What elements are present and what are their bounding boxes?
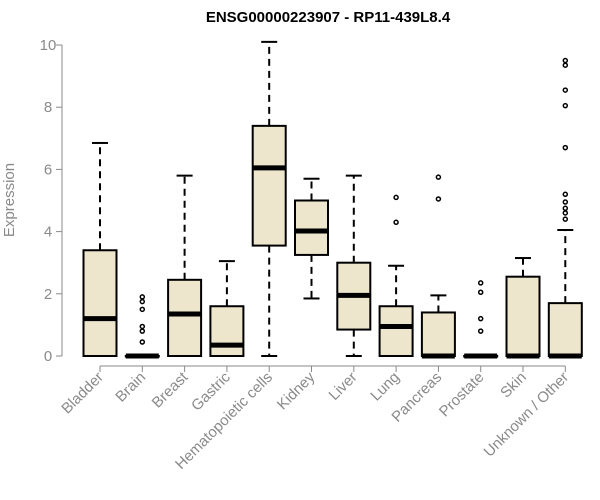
y-tick-label: 0 [44,348,52,365]
outlier-point [139,339,146,345]
outlier-point [393,219,399,226]
outlier-point [477,280,484,286]
outlier-point [139,294,146,300]
iqr-box [167,278,203,357]
x-tick-label: Liver [326,369,361,404]
iqr-box [294,199,329,256]
iqr-box [251,124,287,247]
outlier-point [562,57,569,64]
x-tick-label: Bladder [58,369,107,418]
box-bladder [82,141,118,357]
outlier-point [562,199,569,205]
outlier-point [139,306,146,313]
box-prostate [463,280,499,359]
x-tick-label: Brain [112,369,149,406]
outlier-point [139,298,146,305]
outlier-point [562,102,569,109]
chart-title: ENSG00000223907 - RP11-439L8.4 [206,9,451,26]
box-breast [167,174,203,357]
outlier-point [562,205,569,212]
y-tick-label: 10 [40,37,57,54]
iqr-box [547,302,583,358]
outlier-point [139,323,146,330]
x-tick-label: Skin [497,369,530,402]
y-axis: 0 2 4 6 8 10 [40,37,63,365]
box-lung [378,194,414,357]
outlier-point [562,210,569,216]
outlier-point [562,62,569,68]
outlier-point [562,191,569,198]
outlier-point [139,328,146,334]
y-tick-label: 6 [44,161,52,178]
outlier-point [477,315,484,322]
box-skin [505,257,541,359]
y-tick-label: 4 [44,224,52,241]
y-axis-label: Expression [1,163,18,237]
iqr-box [209,305,245,357]
outlier-point [393,194,399,201]
x-tick-label: Lung [367,369,403,405]
outlier-point [435,196,442,202]
iqr-box [505,275,541,358]
box-unknown-other [547,57,583,359]
y-tick-label: 2 [44,286,52,303]
box-kidney [294,177,329,300]
boxes [82,40,583,359]
outlier-point [562,216,569,222]
iqr-box [420,311,456,357]
iqr-box [82,249,118,357]
x-tick-label: Prostate [436,369,488,421]
iqr-box [378,305,414,357]
outlier-point [562,87,569,93]
outlier-point [477,289,484,295]
outlier-point [435,174,442,180]
outlier-point [477,328,484,334]
x-tick-label: Breast [149,368,192,411]
y-tick-label: 8 [44,99,52,116]
box-brain [124,294,160,359]
outlier-point [562,144,569,151]
box-gastric [209,260,245,357]
x-tick-label: Kidney [274,368,319,413]
box-hematopoietic-cells [251,40,287,357]
box-liver [336,174,372,357]
box-pancreas [420,174,456,359]
